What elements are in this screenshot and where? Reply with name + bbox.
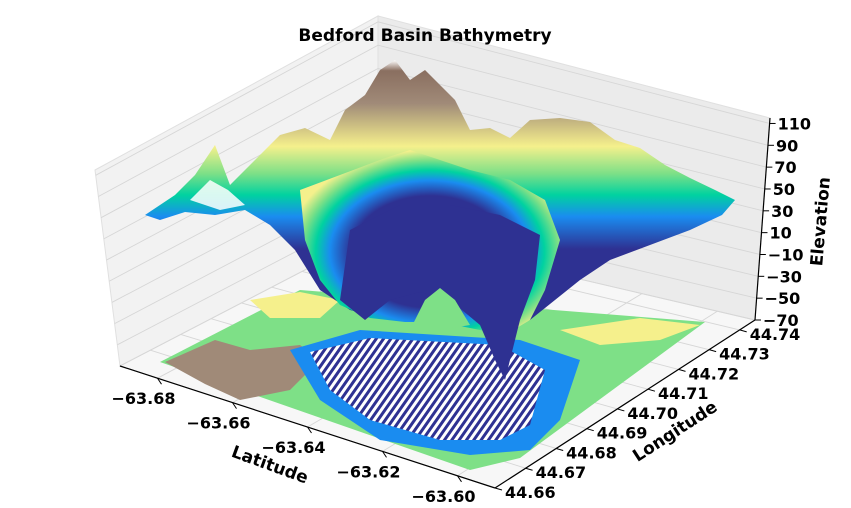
x-tick-label: −63.60: [411, 487, 475, 506]
y-tick-mark: [647, 388, 656, 392]
z-tick-label: 10: [769, 224, 791, 243]
contour-plain-b: [560, 318, 700, 345]
z-tick-label: 50: [773, 180, 795, 199]
x-tick-label: −63.66: [186, 414, 250, 433]
x-tick-mark: [382, 451, 387, 458]
y-tick-label: 44.71: [658, 384, 709, 403]
y-axis-line: [494, 319, 756, 489]
z-grid-line: [98, 44, 769, 197]
y-tick-label: 44.66: [505, 483, 556, 502]
chart-title: Bedford Basin Bathymetry: [298, 26, 551, 46]
x-tick-label: −63.64: [261, 438, 325, 457]
z-tick-label: −50: [765, 289, 801, 308]
z-axis-label: Elevation: [807, 176, 835, 267]
surface-3d: [145, 60, 735, 380]
y-tick-mark: [494, 487, 503, 491]
x-tick-mark: [232, 402, 237, 409]
surface-left-peak-highlight: [190, 180, 245, 210]
y-tick-mark: [708, 349, 717, 353]
z-tick-label: 90: [776, 136, 798, 155]
z-tick-label: −30: [766, 267, 802, 286]
z-grid-line: [95, 21, 770, 176]
y-tick-mark: [525, 467, 533, 471]
surface-center-ridge: [410, 288, 470, 330]
y-tick-mark: [556, 447, 564, 451]
z-ticks: −70 −50 −30 −10 10 30 50 70 90 110: [755, 114, 811, 330]
x-tick-mark: [157, 377, 162, 385]
z-tick-label: 70: [774, 158, 796, 177]
x-tick-mark: [307, 426, 312, 434]
x-ticks: −63.68 −63.66 −63.64 −63.62 −63.60: [111, 377, 476, 506]
z-tick-label: 30: [771, 202, 793, 221]
z-grid-line: [100, 68, 767, 219]
y-tick-label: 44.68: [566, 443, 617, 462]
y-ticks: 44.6644.6744.6844.6944.7044.7144.7244.73…: [494, 325, 801, 502]
y-tick-label: 44.69: [597, 424, 648, 443]
y-tick-label: 44.73: [719, 345, 770, 364]
y-tick-label: 44.67: [536, 463, 587, 482]
y-tick-mark: [678, 368, 686, 372]
x-tick-mark: [457, 475, 462, 483]
z-tick-label: 110: [778, 114, 811, 133]
y-tick-mark: [617, 408, 625, 412]
z-tick-label: −70: [763, 311, 799, 330]
z-axis-line: [754, 117, 771, 321]
x-tick-label: −63.68: [111, 389, 175, 408]
contour-deep: [310, 338, 545, 440]
y-tick-label: 44.74: [750, 325, 801, 344]
z-tick-label: −10: [768, 245, 804, 264]
y-tick-mark: [586, 428, 594, 432]
contour-plain-a: [250, 292, 340, 318]
x-tick-label: −63.62: [336, 462, 400, 481]
y-tick-label: 44.72: [689, 364, 740, 383]
y-tick-label: 44.70: [627, 404, 678, 423]
contour-hills: [165, 340, 320, 400]
y-tick-mark: [739, 329, 747, 333]
